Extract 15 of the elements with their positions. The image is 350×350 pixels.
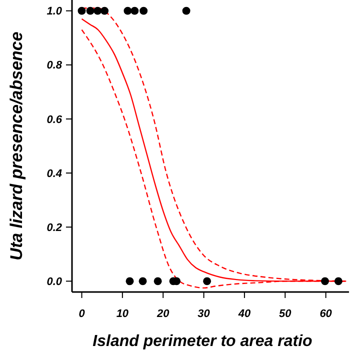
y-axis-title: Uta lizard presence/absence <box>7 32 26 260</box>
x-tick-label: 40 <box>237 308 252 320</box>
x-tick-label: 0 <box>78 308 86 320</box>
x-tick-label: 30 <box>198 308 211 320</box>
x-tick-label: 60 <box>320 308 333 320</box>
x-tick-label: 20 <box>156 308 170 320</box>
x-axis-title: Island perimeter to area ratio <box>92 333 313 350</box>
x-tick-label: 10 <box>116 308 130 320</box>
y-tick-label: 0.2 <box>46 222 62 234</box>
x-tick-label: 50 <box>279 308 292 320</box>
y-tick-label: 0.6 <box>46 114 63 126</box>
y-tick-label: 0.0 <box>46 276 63 288</box>
y-tick-label: 0.8 <box>46 60 63 72</box>
y-tick-label: 1.0 <box>46 6 63 18</box>
y-tick-label: 0.4 <box>46 168 62 180</box>
